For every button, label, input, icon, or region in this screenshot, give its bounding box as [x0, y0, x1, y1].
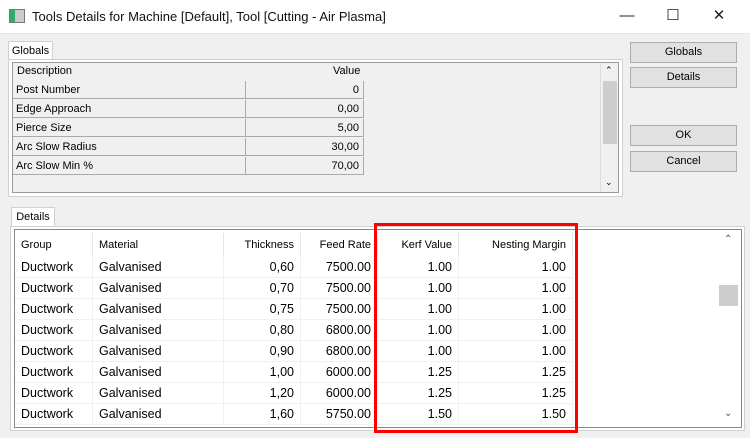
table-row[interactable]: Ductwork Galvanised 0,90 6800.00 1.00 1.00: [15, 341, 573, 362]
global-value[interactable]: 30,00: [246, 138, 364, 156]
globals-button[interactable]: Globals: [630, 42, 737, 63]
scroll-thumb[interactable]: [603, 81, 617, 144]
cell-material: Galvanised: [93, 383, 224, 404]
table-row[interactable]: Ductwork Galvanised 0,80 6800.00 1.00 1.00: [15, 320, 573, 341]
cell-group: Ductwork: [15, 341, 93, 362]
cell-group: Ductwork: [15, 383, 93, 404]
global-value[interactable]: 70,00: [246, 157, 364, 175]
app-icon: [9, 9, 25, 23]
cancel-button[interactable]: Cancel: [630, 151, 737, 172]
column-header-kerf-value[interactable]: Kerf Value: [378, 233, 459, 257]
close-button[interactable]: ✕: [712, 7, 726, 24]
column-header-material[interactable]: Material: [93, 233, 224, 257]
global-description: Edge Approach: [13, 100, 246, 118]
cell-material: Galvanised: [93, 341, 224, 362]
cell-group: Ductwork: [15, 404, 93, 425]
global-description: Post Number: [13, 81, 246, 99]
cell-thickness: 0,90: [224, 341, 301, 362]
details-scrollbar[interactable]: ⌃ ⌄: [717, 230, 741, 427]
cell-group: Ductwork: [15, 362, 93, 383]
table-row[interactable]: Ductwork Galvanised 0,60 7500.00 1.00 1.00: [15, 257, 573, 278]
cell-feed-rate: 6000.00: [301, 362, 378, 383]
cell-group: Ductwork: [15, 320, 93, 341]
table-row[interactable]: Ductwork Galvanised 1,00 6000.00 1.25 1.25: [15, 362, 573, 383]
cell-kerf-value: 1.25: [378, 383, 459, 404]
cell-thickness: 1,60: [224, 404, 301, 425]
cell-material: Galvanised: [93, 404, 224, 425]
cell-feed-rate: 6800.00: [301, 320, 378, 341]
details-list[interactable]: Group Material Thickness Feed Rate Kerf Valu…: [14, 229, 742, 428]
scroll-down-icon[interactable]: ⌄: [724, 408, 733, 419]
cell-thickness: 0,70: [224, 278, 301, 299]
cell-kerf-value: 1.00: [378, 299, 459, 320]
cell-feed-rate: 7500.00: [301, 299, 378, 320]
title-bar: Tools Details for Machine [Default], Too…: [0, 0, 750, 34]
maximize-button[interactable]: ☐: [666, 7, 680, 24]
tab-details[interactable]: Details: [11, 207, 55, 227]
tab-globals[interactable]: Globals: [8, 41, 53, 60]
cell-kerf-value: 1.00: [378, 257, 459, 278]
global-value[interactable]: 0: [246, 81, 364, 99]
header-value: Value: [333, 65, 361, 77]
cell-nesting-margin: 1.00: [459, 257, 573, 278]
cell-group: Ductwork: [15, 278, 93, 299]
globals-grid: Description Value Post Number 0 Edge Appro…: [12, 62, 619, 193]
details-button[interactable]: Details: [630, 67, 737, 88]
header-description: Description: [17, 65, 73, 77]
global-value[interactable]: 5,00: [246, 119, 364, 137]
cell-feed-rate: 7500.00: [301, 278, 378, 299]
global-description: Arc Slow Min %: [13, 157, 246, 175]
cell-feed-rate: 5750.00: [301, 404, 378, 425]
cell-nesting-margin: 1.50: [459, 404, 573, 425]
scroll-up-icon[interactable]: ⌃: [724, 234, 733, 245]
cell-feed-rate: 6800.00: [301, 341, 378, 362]
cell-kerf-value: 1.25: [378, 362, 459, 383]
cell-material: Galvanised: [93, 362, 224, 383]
cell-thickness: 0,80: [224, 320, 301, 341]
global-description: Arc Slow Radius: [13, 138, 246, 156]
cell-kerf-value: 1.00: [378, 341, 459, 362]
cell-thickness: 0,60: [224, 257, 301, 278]
cell-nesting-margin: 1.25: [459, 362, 573, 383]
minimize-button[interactable]: —: [619, 7, 635, 24]
column-header-feed-rate[interactable]: Feed Rate: [301, 233, 378, 257]
cell-nesting-margin: 1.00: [459, 341, 573, 362]
highlight-box: [374, 223, 578, 433]
cell-thickness: 1,20: [224, 383, 301, 404]
cell-material: Galvanised: [93, 320, 224, 341]
cell-feed-rate: 7500.00: [301, 257, 378, 278]
globals-scrollbar[interactable]: ⌃ ⌄: [600, 63, 618, 192]
table-row[interactable]: Ductwork Galvanised 0,75 7500.00 1.00 1.00: [15, 299, 573, 320]
cell-group: Ductwork: [15, 299, 93, 320]
cell-material: Galvanised: [93, 257, 224, 278]
globals-panel: Description Value Post Number 0 Edge Appro…: [8, 59, 623, 197]
cell-nesting-margin: 1.00: [459, 278, 573, 299]
table-row[interactable]: Ductwork Galvanised 1,20 6000.00 1.25 1.25: [15, 383, 573, 404]
cell-nesting-margin: 1.25: [459, 383, 573, 404]
details-panel: Group Material Thickness Feed Rate Kerf Valu…: [10, 226, 745, 431]
global-value[interactable]: 0,00: [246, 100, 364, 118]
cell-material: Galvanised: [93, 299, 224, 320]
cell-group: Ductwork: [15, 257, 93, 278]
column-header-group[interactable]: Group: [15, 233, 93, 257]
cell-thickness: 1,00: [224, 362, 301, 383]
cell-kerf-value: 1.00: [378, 278, 459, 299]
window-title: Tools Details for Machine [Default], Too…: [32, 9, 386, 24]
column-header-nesting-margin[interactable]: Nesting Margin: [459, 233, 573, 257]
table-row[interactable]: Ductwork Galvanised 1,60 5750.00 1.50 1.50: [15, 404, 573, 425]
cell-material: Galvanised: [93, 278, 224, 299]
scroll-down-icon[interactable]: ⌄: [605, 177, 613, 187]
column-header-thickness[interactable]: Thickness: [224, 233, 301, 257]
cell-thickness: 0,75: [224, 299, 301, 320]
scroll-up-icon[interactable]: ⌃: [605, 65, 613, 75]
table-row[interactable]: Ductwork Galvanised 0,70 7500.00 1.00 1.00: [15, 278, 573, 299]
cell-feed-rate: 6000.00: [301, 383, 378, 404]
cell-nesting-margin: 1.00: [459, 320, 573, 341]
cell-nesting-margin: 1.00: [459, 299, 573, 320]
ok-button[interactable]: OK: [630, 125, 737, 146]
global-description: Pierce Size: [13, 119, 246, 137]
cell-kerf-value: 1.00: [378, 320, 459, 341]
scroll-thumb[interactable]: [719, 285, 738, 306]
cell-kerf-value: 1.50: [378, 404, 459, 425]
